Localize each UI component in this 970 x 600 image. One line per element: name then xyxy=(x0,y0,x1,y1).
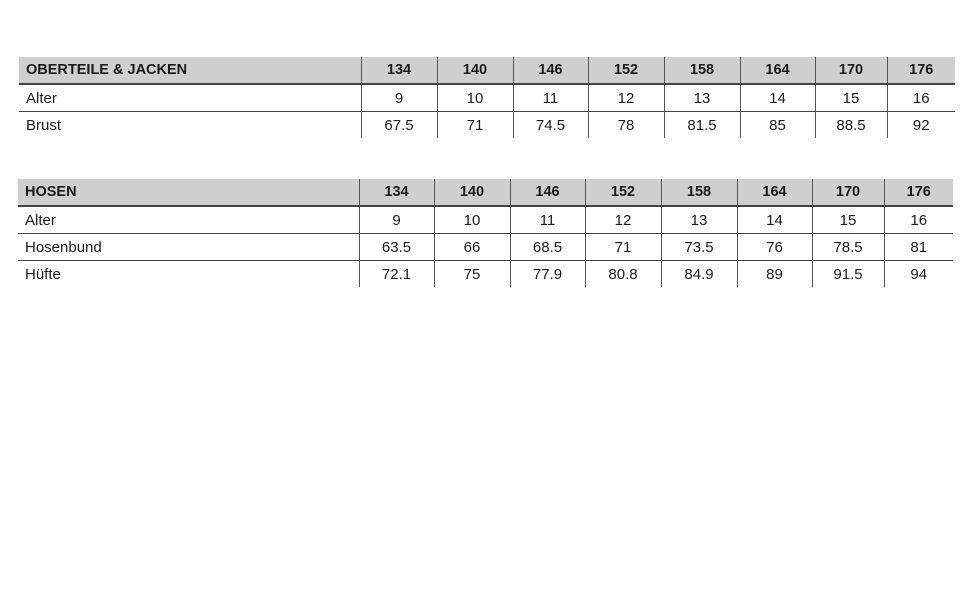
size-header: 134 xyxy=(360,57,437,85)
table-cell: 89 xyxy=(736,260,812,287)
table-row: Hüfte 72.1 75 77.9 80.8 84.9 89 91.5 94 xyxy=(18,260,953,287)
size-header: 170 xyxy=(811,179,884,207)
size-header: 146 xyxy=(512,57,588,85)
table-cell: 13 xyxy=(663,84,740,112)
table-cell: 63.5 xyxy=(358,233,434,261)
table-cell: 10 xyxy=(436,84,513,112)
table-cell: 73.5 xyxy=(660,233,737,261)
size-table-trousers: HOSEN 134 140 146 152 158 164 170 176 Alter 9 10 11 1… xyxy=(18,179,953,287)
table-row: Alter 9 10 11 12 13 14 15 16 xyxy=(19,84,955,112)
table-cell: 81.5 xyxy=(663,111,740,138)
size-header: 176 xyxy=(886,57,955,85)
table-cell: 78 xyxy=(587,111,664,138)
table-cell: 67.5 xyxy=(360,111,437,138)
table-cell: 11 xyxy=(509,206,585,234)
table-cell: 12 xyxy=(587,84,664,112)
table-cell: 71 xyxy=(584,233,661,261)
table-cell: 66 xyxy=(433,233,510,261)
table-cell: 10 xyxy=(433,206,510,234)
table-cell: 14 xyxy=(739,84,815,112)
size-header: 146 xyxy=(509,179,585,207)
table-cell: 14 xyxy=(736,206,812,234)
size-header: 164 xyxy=(736,179,812,207)
table-cell: 91.5 xyxy=(811,260,884,287)
table-cell: 77.9 xyxy=(509,260,585,287)
row-label: Hüfte xyxy=(25,265,61,283)
table-cell: 76 xyxy=(736,233,812,261)
table-cell: 80.8 xyxy=(584,260,661,287)
table-cell: 15 xyxy=(811,206,884,234)
size-header: 134 xyxy=(358,179,434,207)
row-label: Alter xyxy=(19,84,361,112)
table-cell: 9 xyxy=(360,84,437,112)
table-title: HOSEN xyxy=(18,179,359,207)
size-header: 140 xyxy=(433,179,510,207)
size-header: 152 xyxy=(584,179,661,207)
table-cell: 15 xyxy=(814,84,887,112)
table-cell: 72.1 xyxy=(358,260,434,287)
table-cell: 78.5 xyxy=(811,233,884,261)
table-cell: 94 xyxy=(883,260,953,287)
size-header: 152 xyxy=(587,57,664,85)
size-header: 158 xyxy=(660,179,737,207)
table-cell: 16 xyxy=(883,206,953,234)
table-cell: 68.5 xyxy=(509,233,585,261)
table-cell: 12 xyxy=(584,206,661,234)
table-cell: 9 xyxy=(358,206,434,234)
table-cell: 75 xyxy=(433,260,510,287)
table-cell: 84.9 xyxy=(660,260,737,287)
size-header: 164 xyxy=(739,57,815,85)
table-cell: 13 xyxy=(660,206,737,234)
table-row: Brust 67.5 71 74.5 78 81.5 85 88.5 92 xyxy=(19,111,955,138)
table-cell: 16 xyxy=(886,84,955,112)
table-cell: 92 xyxy=(886,111,955,138)
row-label: Brust xyxy=(26,116,62,134)
table-row: Hosenbund 63.5 66 68.5 71 73.5 76 78.5 81 xyxy=(18,233,953,261)
row-label: Hosenbund xyxy=(18,233,359,261)
table-cell: 81 xyxy=(883,233,953,261)
table-cell: 88.5 xyxy=(814,111,887,138)
table-cell: 74.5 xyxy=(512,111,588,138)
table-cell: 85 xyxy=(739,111,815,138)
table-cell: 71 xyxy=(436,111,513,138)
row-label: Alter xyxy=(18,206,359,234)
table-row: Alter 9 10 11 12 13 14 15 16 xyxy=(18,206,953,234)
size-table-tops-jackets: OBERTEILE & JACKEN 134 140 146 152 158 164 170 1… xyxy=(19,57,955,138)
size-header: 158 xyxy=(663,57,740,85)
header-row: OBERTEILE & JACKEN 134 140 146 152 158 164 170 1… xyxy=(19,57,955,85)
table-title: OBERTEILE & JACKEN xyxy=(19,57,361,85)
header-row: HOSEN 134 140 146 152 158 164 170 176 xyxy=(18,179,953,207)
size-header: 176 xyxy=(883,179,953,207)
size-header: 140 xyxy=(436,57,513,85)
table-cell: 11 xyxy=(512,84,588,112)
size-header: 170 xyxy=(814,57,887,85)
